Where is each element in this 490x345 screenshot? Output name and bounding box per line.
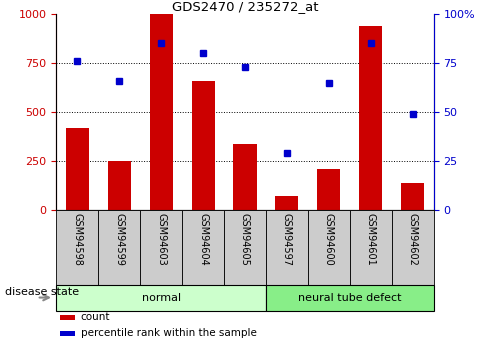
Text: GSM94604: GSM94604: [198, 213, 208, 265]
Bar: [359, 26, 382, 210]
Bar: [182, 210, 224, 285]
Bar: [108, 161, 131, 210]
Text: GSM94605: GSM94605: [240, 213, 250, 266]
Text: count: count: [81, 312, 110, 322]
Bar: [192, 81, 215, 210]
Text: GSM94597: GSM94597: [282, 213, 292, 266]
Bar: [233, 144, 257, 210]
Title: GDS2470 / 235272_at: GDS2470 / 235272_at: [172, 0, 318, 13]
Text: normal: normal: [142, 293, 181, 303]
Bar: [224, 210, 266, 285]
Text: disease state: disease state: [5, 287, 79, 297]
Bar: [401, 183, 424, 210]
Bar: [140, 210, 182, 285]
Text: GSM94598: GSM94598: [73, 213, 82, 266]
Text: GSM94599: GSM94599: [114, 213, 124, 266]
Text: GSM94601: GSM94601: [366, 213, 376, 265]
Bar: [56, 285, 266, 310]
Bar: [56, 210, 98, 285]
Bar: [266, 210, 308, 285]
Bar: [266, 285, 434, 310]
Bar: [149, 14, 172, 210]
Bar: [350, 210, 392, 285]
Text: GSM94600: GSM94600: [324, 213, 334, 265]
Bar: [60, 331, 75, 336]
Bar: [392, 210, 434, 285]
Bar: [60, 315, 75, 320]
Text: GSM94603: GSM94603: [156, 213, 166, 265]
Bar: [318, 169, 341, 210]
Bar: [275, 196, 298, 210]
Text: neural tube defect: neural tube defect: [298, 293, 402, 303]
Bar: [98, 210, 140, 285]
Text: GSM94602: GSM94602: [408, 213, 417, 266]
Bar: [66, 128, 89, 210]
Text: percentile rank within the sample: percentile rank within the sample: [81, 328, 257, 338]
Bar: [308, 210, 350, 285]
